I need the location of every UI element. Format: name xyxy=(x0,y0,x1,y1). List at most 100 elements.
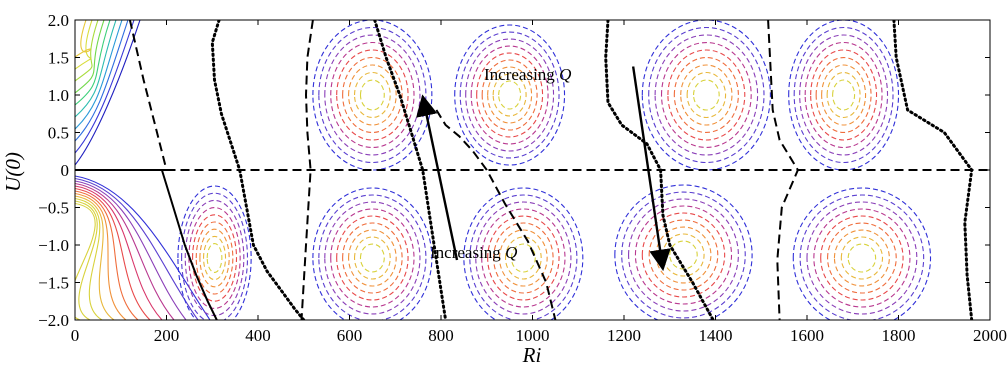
contour-line xyxy=(318,27,427,163)
contour-line xyxy=(342,222,403,294)
contour-line xyxy=(469,194,578,320)
contour-line xyxy=(465,38,555,152)
contour-line xyxy=(75,180,187,320)
contour-line xyxy=(493,222,554,294)
contour-line xyxy=(510,243,536,273)
contour-line xyxy=(673,56,739,134)
x-axis-label: Ri xyxy=(522,343,542,367)
contour-line xyxy=(330,41,415,149)
contour-line xyxy=(177,185,252,320)
annotation-label: Increasing Q xyxy=(430,243,517,262)
contour-line xyxy=(353,72,391,118)
y-tick-label: 1.0 xyxy=(48,86,69,105)
contour-line xyxy=(454,24,566,166)
contour-line xyxy=(348,229,397,287)
dotted-boundary-line xyxy=(604,20,715,320)
contour-line xyxy=(75,20,111,106)
contour-line xyxy=(680,64,733,126)
contour-line xyxy=(359,243,385,273)
contour-line xyxy=(487,215,560,301)
x-tick-label: 400 xyxy=(245,326,271,345)
contour-line xyxy=(792,187,932,320)
x-axis-ticks: 0 200 400 600 800 1000 1200 1400 1600 1800 2000 xyxy=(71,20,1007,345)
contour-line xyxy=(498,80,522,110)
annotation-label: Increasing Q xyxy=(484,65,571,84)
contour-line xyxy=(492,73,527,117)
y-tick-label: 0 xyxy=(61,161,70,180)
dashed-boundary-line xyxy=(128,20,168,171)
dotted-boundary-line xyxy=(210,20,306,320)
contour-line xyxy=(181,193,249,320)
dashed-boundary-line xyxy=(435,109,557,320)
contour-line xyxy=(75,20,93,70)
contour-line xyxy=(206,243,223,273)
contour-line xyxy=(348,64,397,126)
contour-line xyxy=(353,236,391,280)
contour-line xyxy=(336,49,409,141)
contour-line xyxy=(475,201,572,315)
contour-line xyxy=(654,34,759,156)
contour-line xyxy=(788,20,900,171)
contour-line xyxy=(813,208,911,308)
contour-line xyxy=(833,229,890,287)
dashed-boundary-line xyxy=(767,20,799,320)
contour-line xyxy=(799,34,889,156)
x-tick-label: 800 xyxy=(428,326,454,345)
contour-line xyxy=(459,31,560,159)
contour-line xyxy=(660,41,752,149)
contour-line xyxy=(463,187,584,320)
contour-line xyxy=(324,201,421,315)
contour-line xyxy=(815,56,872,134)
contour-line xyxy=(75,202,96,320)
x-tick-label: 600 xyxy=(337,326,363,345)
contour-line xyxy=(192,214,238,302)
y-tick-label: 0.5 xyxy=(48,124,69,143)
contour-line xyxy=(75,20,129,142)
dotted-boundary-line xyxy=(373,20,448,320)
y-tick-label: 1.5 xyxy=(48,49,69,68)
contour-line xyxy=(692,79,720,111)
contour-line xyxy=(667,49,746,141)
contour-line xyxy=(75,20,91,58)
contour-line xyxy=(504,236,542,280)
contour-line xyxy=(470,45,549,145)
contour-line xyxy=(628,198,739,312)
x-tick-label: 1200 xyxy=(607,326,641,345)
contour-line xyxy=(499,229,548,287)
contour-line xyxy=(648,27,765,163)
contour-line xyxy=(641,20,771,171)
contour-line xyxy=(806,201,918,315)
contour-line xyxy=(75,177,199,320)
contour-line xyxy=(75,175,211,320)
contour-line xyxy=(655,226,712,284)
contour-line xyxy=(641,212,726,298)
dashed-boundary-line xyxy=(300,20,314,320)
contour-line xyxy=(336,215,409,301)
contour-line xyxy=(184,199,245,317)
x-tick-label: 1600 xyxy=(790,326,824,345)
contour-line xyxy=(359,79,385,111)
y-tick-label: 2.0 xyxy=(48,11,69,30)
contour-line xyxy=(810,49,878,141)
solid-boundary-line xyxy=(160,169,218,320)
y-tick-label: −1.0 xyxy=(38,236,69,255)
x-tick-label: 1000 xyxy=(516,326,550,345)
contour-line xyxy=(312,187,433,320)
contour-line xyxy=(827,222,897,294)
contour-line xyxy=(75,20,99,82)
contour-line xyxy=(826,71,861,119)
contour-line xyxy=(342,57,403,133)
contour-line xyxy=(793,27,894,163)
contour-line xyxy=(614,184,753,320)
contour-layer xyxy=(75,20,932,320)
contour-line xyxy=(199,228,230,288)
contour-line xyxy=(203,235,227,281)
contour-line xyxy=(330,208,415,308)
contour-line xyxy=(669,240,698,270)
contour-line xyxy=(820,215,904,301)
x-tick-label: 2000 xyxy=(973,326,1007,345)
contour-line xyxy=(75,20,141,166)
x-tick-label: 0 xyxy=(71,326,80,345)
contour-line xyxy=(799,194,925,320)
